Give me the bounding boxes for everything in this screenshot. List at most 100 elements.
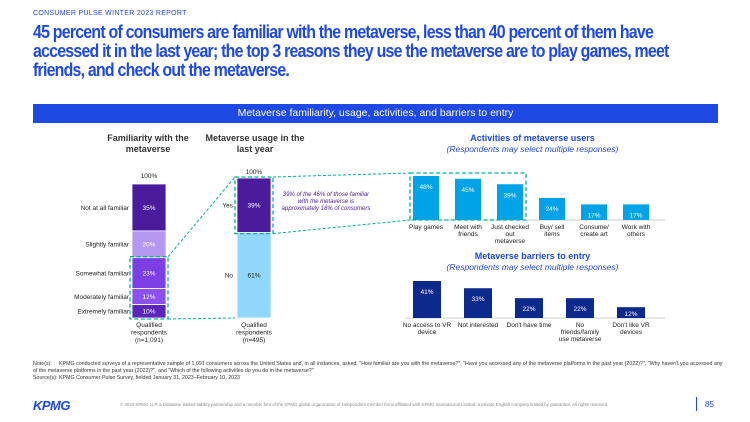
report-eyebrow: CONSUMER PULSE WINTER 2023 REPORT xyxy=(33,10,187,17)
usage-highlight xyxy=(234,176,274,235)
usage-segment xyxy=(236,232,272,319)
activities-bar xyxy=(455,178,481,220)
activities-bar xyxy=(539,198,565,220)
familiarity-category-axis-label: (n=1,091) xyxy=(135,337,163,344)
familiarity-segment-label: 10% xyxy=(142,309,155,316)
barriers-bar xyxy=(464,288,492,318)
activities-category-label: metaverse xyxy=(495,238,526,245)
kpmg-logo: KPMG xyxy=(33,398,71,413)
familiarity-category-label: Somewhat familiar xyxy=(76,270,130,277)
usage-callout-text: with the metaverse is xyxy=(298,199,354,205)
section-banner: Metaverse familiarity, usage, activities… xyxy=(33,104,718,123)
barriers-category-label: No access to VR xyxy=(403,322,452,329)
familiarity-connector xyxy=(167,317,236,320)
familiarity-category-label: Extremely familiar xyxy=(77,309,129,316)
activities-heading: Activities of metaverse users xyxy=(470,133,595,143)
notes-block: Note(s): KPMG conducted surveys of a repr… xyxy=(33,361,723,382)
familiarity-segment xyxy=(131,257,167,289)
familiarity-connector xyxy=(167,176,236,258)
activities-category-label: Meet with xyxy=(454,224,482,231)
activities-value-label: 17% xyxy=(587,212,600,219)
barriers-bar xyxy=(566,298,594,318)
barriers-category-label: device xyxy=(418,329,437,336)
activities-value-label: 17% xyxy=(629,212,642,219)
usage-top-label: 100% xyxy=(246,169,263,176)
barriers-subheading: (Respondents may select multiple respons… xyxy=(446,262,619,272)
usage-heading: Metaverse usage in the last year xyxy=(205,133,305,154)
activities-value-label: 39% xyxy=(503,192,516,199)
barriers-bar xyxy=(515,298,543,318)
usage-category-axis-label: respondents xyxy=(236,330,273,337)
familiarity-segment xyxy=(131,230,167,259)
barriers-category-label: friends/family xyxy=(561,329,600,336)
familiarity-category-label: Moderately familiar xyxy=(74,294,130,301)
familiarity-segment-label: 12% xyxy=(142,294,155,301)
legal-text: © 2023 KPMG LLP, a Delaware limited liab… xyxy=(120,402,609,407)
familiarity-segment-label: 20% xyxy=(142,242,155,249)
familiarity-heading: Familiarity with the metaverse xyxy=(107,133,189,154)
activities-value-label: 24% xyxy=(545,206,558,213)
familiarity-segment-label: 23% xyxy=(142,270,155,277)
notes-text: KPMG conducted surveys of a representati… xyxy=(33,361,723,374)
barriers-bar xyxy=(413,281,441,318)
usage-category-label: No xyxy=(225,273,234,280)
activities-bar xyxy=(581,204,607,220)
familiarity-highlight xyxy=(129,256,169,320)
activities-category-label: Buy/ sell xyxy=(540,224,565,231)
activities-category-label: Consume/ xyxy=(579,224,609,231)
barriers-value-label: 33% xyxy=(471,296,484,303)
familiarity-top-label: 100% xyxy=(141,173,158,180)
activities-category-label: others xyxy=(627,231,646,238)
activities-bar xyxy=(413,176,439,220)
source-text: KPMG Consumer Pulse Survey, fielded Janu… xyxy=(59,375,240,381)
familiarity-category-axis-label: Qualified xyxy=(136,322,162,329)
activities-category-label: Work with xyxy=(622,224,651,231)
usage-category-axis-label: (n=495) xyxy=(243,337,266,344)
barriers-value-label: 12% xyxy=(624,311,637,318)
usage-callout-text: 39% of the 46% of those familiar xyxy=(283,192,370,198)
notes-label: Note(s): xyxy=(33,361,52,367)
barriers-value-label: 41% xyxy=(420,289,433,296)
activities-value-label: 45% xyxy=(461,187,474,194)
activities-category-label: create art xyxy=(580,231,608,238)
familiarity-segment xyxy=(131,304,167,319)
barriers-category-label: No xyxy=(576,322,585,329)
barriers-bar xyxy=(617,307,645,318)
activities-category-label: Just checked xyxy=(491,224,529,231)
activities-category-label: out xyxy=(505,231,514,238)
barriers-category-label: devices xyxy=(620,329,643,336)
barriers-value-label: 22% xyxy=(573,306,586,313)
activities-bar xyxy=(623,204,649,220)
familiarity-segment xyxy=(131,183,167,232)
barriers-category-label: Don't like VR xyxy=(612,322,650,329)
usage-callout-text: approximately 18% of consumers xyxy=(282,206,371,212)
activities-value-label: 48% xyxy=(419,184,432,191)
usage-connector xyxy=(272,172,411,178)
usage-category-label: Yes xyxy=(222,203,233,210)
usage-segment-label: 39% xyxy=(247,203,260,210)
familiarity-category-label: Not at all familiar xyxy=(81,205,130,212)
familiarity-category-label: Slightly familiar xyxy=(85,242,130,249)
activities-category-label: friends xyxy=(458,231,478,238)
familiarity-category-axis-label: respondents xyxy=(131,330,168,337)
activities-bar xyxy=(497,184,523,220)
page-number: 85 xyxy=(705,400,714,409)
activities-subheading: (Respondents may select multiple respons… xyxy=(446,144,619,154)
barriers-category-label: use metaverse xyxy=(559,336,602,343)
activities-category-label: items xyxy=(544,231,560,238)
page-divider xyxy=(696,397,697,411)
page-headline: 45 percent of consumers are familiar wit… xyxy=(33,21,669,80)
usage-segment-label: 61% xyxy=(247,273,260,280)
activities-highlight xyxy=(409,172,527,221)
source-label: Source(s): xyxy=(33,375,58,381)
barriers-value-label: 22% xyxy=(522,306,535,313)
usage-segment xyxy=(236,177,272,233)
activities-category-label: Play games xyxy=(409,224,444,231)
barriers-category-label: Not interested xyxy=(458,322,499,329)
familiarity-segment-label: 35% xyxy=(142,205,155,212)
usage-connector xyxy=(272,219,411,235)
barriers-heading: Metaverse barriers to entry xyxy=(474,251,591,261)
barriers-category-label: Don't have time xyxy=(507,322,552,329)
usage-category-axis-label: Qualified xyxy=(241,322,267,329)
